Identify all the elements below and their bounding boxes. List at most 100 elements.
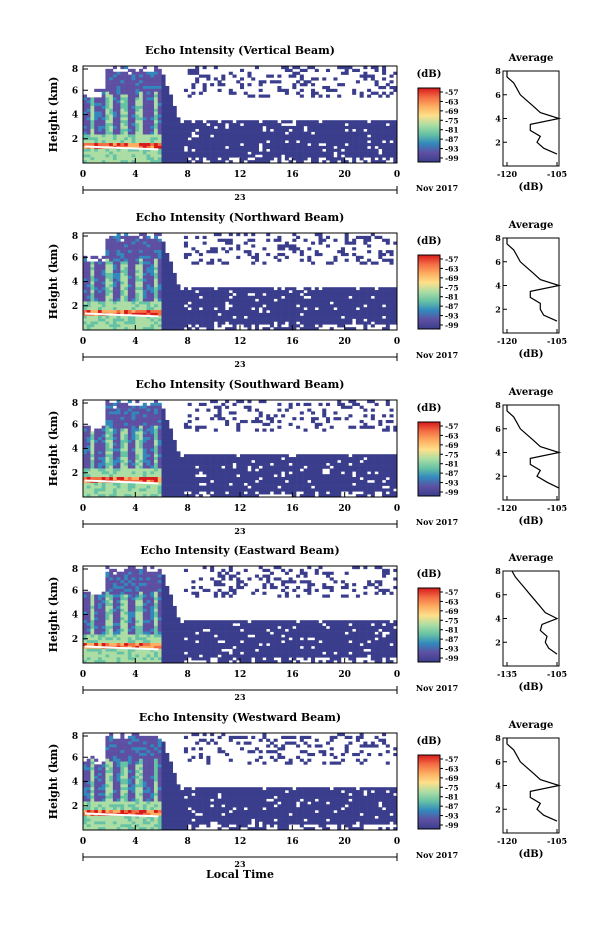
heatmap-cell (183, 494, 188, 498)
heatmap-cell (370, 233, 375, 237)
heatmap-cell (247, 321, 252, 325)
heatmap-cell (344, 310, 349, 314)
heatmap-cell (277, 307, 282, 311)
heatmap-cell (382, 160, 387, 164)
heatmap-cell (210, 295, 215, 299)
heatmap-cell (314, 250, 319, 254)
heatmap-cell (154, 428, 159, 432)
heatmap-cell (374, 83, 379, 87)
heatmap-cell (254, 471, 259, 475)
heatmap-cell (101, 94, 106, 98)
heatmap-cell (303, 287, 308, 291)
heatmap-cell (131, 125, 136, 130)
heatmap-cell (262, 488, 267, 492)
heatmap-cell (236, 295, 241, 299)
heatmap-cell (180, 128, 185, 132)
heatmap-cell (254, 301, 259, 305)
heatmap-cell (97, 287, 102, 291)
heatmap-cell (165, 270, 170, 274)
heatmap-cell (83, 272, 88, 277)
heatmap-cell (337, 66, 342, 70)
avg-y-tick-label: 6 (495, 257, 501, 267)
heatmap-cell (240, 457, 245, 461)
heatmap-cell (281, 414, 286, 418)
heatmap-cell (378, 295, 383, 299)
heatmap-cell (165, 295, 170, 299)
heatmap-cell (116, 148, 121, 152)
heatmap-cell (288, 244, 293, 248)
heatmap-cell (172, 125, 177, 130)
heatmap-cell (127, 128, 132, 132)
heatmap-cell (124, 117, 129, 121)
heatmap-cell (198, 425, 203, 429)
heatmap-cell (333, 479, 338, 484)
heatmap-cell (90, 457, 95, 461)
heatmap-cell (374, 318, 379, 322)
heatmap-cell (206, 324, 211, 328)
heatmap-cell (221, 318, 226, 322)
heatmap-cell (150, 494, 155, 498)
heatmap-cell (359, 494, 364, 498)
heatmap-cell (135, 275, 140, 279)
heatmap-cell (135, 431, 140, 435)
heatmap-cell (142, 324, 147, 328)
heatmap-cell (266, 304, 271, 308)
heatmap-cell (389, 74, 394, 78)
heatmap-cell (322, 462, 327, 466)
heatmap-cell (131, 295, 136, 299)
heatmap-cell (314, 252, 319, 257)
heatmap-cell (127, 477, 132, 481)
heatmap-cell (191, 123, 196, 127)
heatmap-cell (165, 301, 170, 305)
heatmap-cell (367, 74, 372, 78)
heatmap-cell (348, 120, 353, 124)
heatmap-cell (150, 411, 155, 415)
heatmap-cell (213, 298, 218, 302)
heatmap-cell (281, 304, 286, 308)
heatmap-cell (269, 151, 274, 155)
heatmap-cell (127, 247, 132, 251)
heatmap-cell (228, 411, 233, 415)
heatmap-cell (135, 491, 140, 495)
heatmap-cell (154, 247, 159, 251)
heatmap-cell (168, 281, 174, 285)
heatmap-cell (157, 417, 162, 421)
heatmap-cell (262, 457, 267, 461)
heatmap-cell (165, 85, 170, 90)
heatmap-cell (127, 448, 132, 452)
heatmap-cell (210, 304, 215, 308)
heatmap-cell (195, 321, 200, 325)
heatmap-cell (105, 425, 110, 429)
heatmap-cell (228, 137, 233, 141)
heatmap-cell (225, 468, 230, 472)
heatmap-cell (154, 270, 159, 274)
heatmap-cell (120, 77, 125, 81)
heatmap-cell (217, 318, 222, 322)
heatmap-cell (97, 292, 102, 297)
heatmap-cell (378, 125, 383, 130)
heatmap-cell (202, 151, 207, 155)
heatmap-cell (161, 83, 166, 87)
heatmap-cell (240, 482, 245, 486)
heatmap-cell (221, 482, 226, 486)
heatmap-cell (176, 482, 181, 486)
heatmap-cell (225, 400, 230, 404)
heatmap-cell (161, 474, 166, 478)
heatmap-cell (322, 125, 327, 130)
heatmap-cell (94, 434, 99, 438)
heatmap-cell (83, 114, 88, 118)
heatmap-cell (210, 462, 215, 466)
heatmap-cell (221, 312, 226, 317)
heatmap-cell (187, 125, 192, 130)
heatmap-cell (385, 238, 390, 242)
heatmap-cell (86, 485, 91, 489)
heatmap-cell (217, 292, 222, 297)
heatmap-cell (355, 151, 360, 155)
heatmap-cell (154, 417, 159, 421)
heatmap-cell (273, 454, 278, 458)
heatmap-cell (348, 148, 353, 152)
heatmap-cell (210, 465, 215, 469)
heatmap-cell (165, 91, 170, 95)
heatmap-cell (225, 287, 230, 291)
heatmap-cell (112, 324, 117, 328)
